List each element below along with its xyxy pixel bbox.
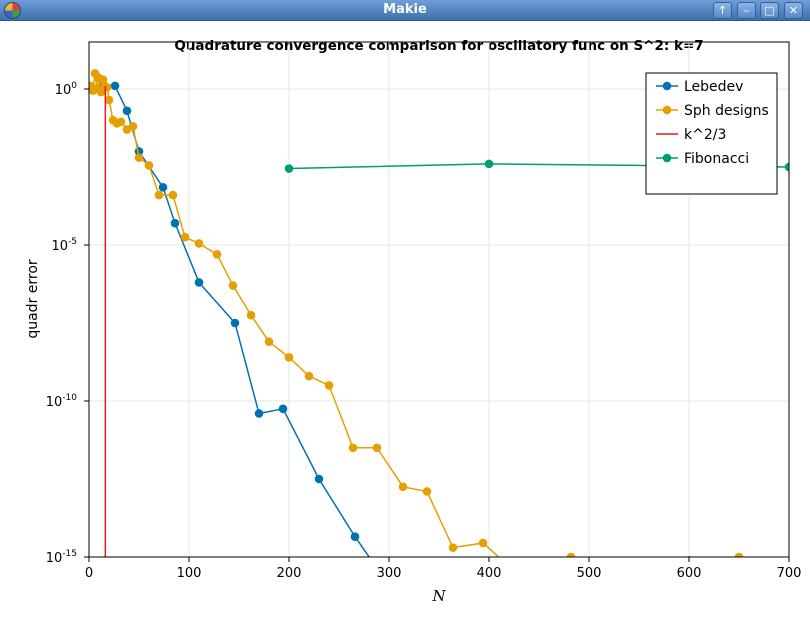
sph-designs-point (246, 310, 256, 320)
lebedev-point (122, 106, 132, 116)
lebedev-point (158, 182, 168, 192)
maximize-button[interactable]: □ (760, 2, 779, 19)
sph-designs-point (284, 353, 294, 362)
window-title: Makie (383, 2, 427, 17)
sph-designs-point (348, 443, 358, 453)
fibonacci-point (284, 164, 294, 173)
lebedev-line (94, 84, 371, 557)
sph-designs-point (128, 122, 138, 131)
x-tick-label: 700 (777, 566, 802, 581)
sph-designs-point (372, 443, 382, 453)
sph-designs-point (264, 337, 274, 347)
lebedev-point (254, 409, 264, 418)
x-axis-label: N (431, 587, 446, 605)
sph-designs-point (116, 117, 126, 127)
sph-designs-point (180, 232, 190, 242)
x-tick-label: 0 (85, 566, 93, 581)
sph-designs-point (422, 487, 432, 496)
x-tick-label: 600 (677, 566, 702, 581)
fibonacci-point (484, 159, 494, 169)
legend: Lebedev Sph designs k^2/3 Fibonacci (645, 72, 778, 195)
lebedev-point (350, 532, 360, 542)
lebedev-point (170, 218, 180, 228)
sph-designs-point (448, 543, 458, 552)
close-button[interactable]: ✕ (784, 2, 803, 19)
sph-designs-point (324, 381, 334, 390)
sph-designs-point (104, 95, 114, 105)
chart-title: Quadrature convergence comparison for os… (174, 38, 703, 54)
sph-designs-point (102, 83, 112, 92)
keep-above-button[interactable]: ↑ (713, 2, 732, 19)
x-tick-label: 100 (177, 566, 202, 581)
legend-sph-designs-marker (662, 105, 672, 115)
legend-sph-designs-label: Sph designs (684, 103, 769, 119)
legend-lebedev-label: Lebedev (684, 79, 743, 95)
sph-designs-point (478, 538, 488, 548)
legend-k-2-3-label: k^2/3 (684, 127, 726, 143)
legend-lebedev-marker (662, 81, 672, 91)
x-tick-label: 200 (277, 566, 302, 581)
x-tick-label: 300 (377, 566, 402, 581)
makie-app-icon (4, 2, 21, 19)
plot-frame (88, 41, 790, 558)
sph-designs-point (144, 161, 154, 170)
x-axis-ticks: 0 100 200 300 400 500 600 700 (85, 557, 802, 581)
sph-designs-point (168, 190, 178, 200)
series-layer (89, 69, 789, 557)
y-axis-label: quadr error (25, 259, 41, 339)
x-tick-label: 500 (577, 566, 602, 581)
sph-designs-point (134, 153, 144, 162)
window-titlebar[interactable]: Makie ↑ – □ ✕ (0, 0, 810, 21)
lebedev-point (230, 318, 240, 328)
sph-designs-point (228, 281, 238, 290)
sph-designs-point (212, 250, 222, 259)
figure-canvas: Quadrature convergence comparison for os… (0, 21, 810, 624)
legend-fibonacci-marker (662, 153, 672, 163)
y-tick-label: 100 (55, 81, 78, 98)
sph-designs-point (304, 371, 314, 381)
y-tick-label: 10-5 (51, 237, 77, 254)
sph-designs-point (566, 552, 576, 557)
fibonacci-point (784, 162, 789, 172)
chart-svg: Quadrature convergence comparison for os… (25, 38, 802, 605)
sph-designs-point (398, 482, 408, 492)
y-tick-label: 10-10 (46, 393, 78, 410)
lebedev-point (194, 278, 204, 287)
y-axis-ticks: 100 10-5 10-10 10-15 (46, 81, 89, 566)
minimize-button[interactable]: – (737, 2, 756, 19)
lebedev-point (110, 81, 120, 91)
legend-fibonacci-label: Fibonacci (684, 151, 749, 167)
sph-designs-point (154, 190, 164, 200)
sph-designs-point (194, 239, 204, 248)
lebedev-point (278, 404, 288, 414)
sph-designs-point (96, 87, 106, 97)
sph-designs-point (734, 552, 744, 557)
lebedev-point (314, 474, 324, 484)
x-tick-label: 400 (477, 566, 502, 581)
y-tick-label: 10-15 (46, 549, 77, 566)
